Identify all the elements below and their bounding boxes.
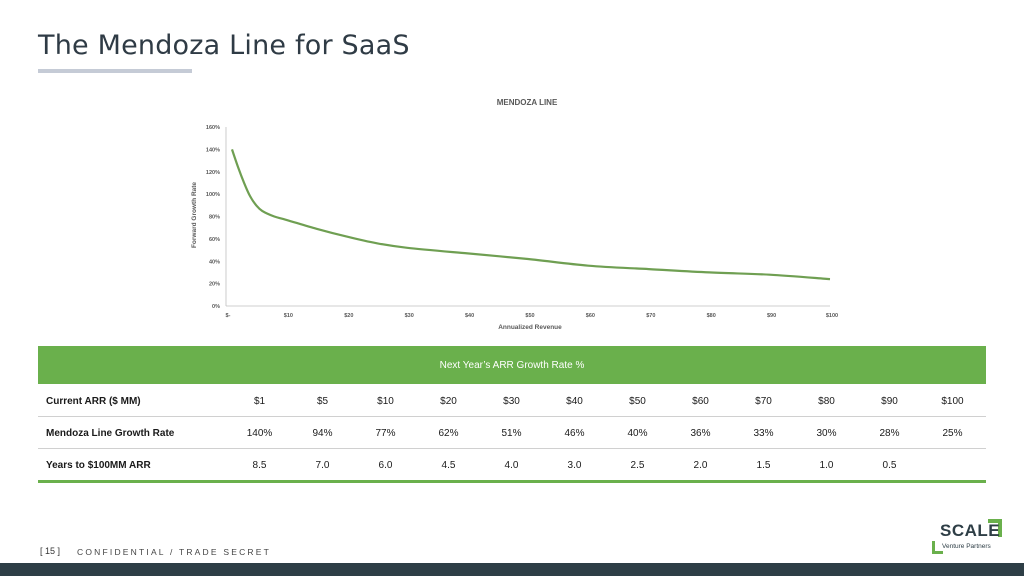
table-cell: $90: [881, 395, 898, 407]
table-cell: 4.0: [504, 459, 519, 471]
x-tick-label: $100: [826, 313, 838, 319]
table-cell: 1.5: [756, 459, 771, 471]
table-row-years-to-100mm: Years to $100MM ARR 8.5 7.0 6.0 4.5 4.0 …: [38, 450, 986, 483]
table-cell: 46%: [564, 427, 585, 439]
table-cell: $50: [629, 395, 646, 407]
x-tick-label: $40: [465, 313, 474, 319]
table-cell: 140%: [246, 427, 273, 439]
x-tick-label: $30: [405, 313, 414, 319]
x-axis-label: Annualized Revenue: [498, 324, 562, 331]
y-tick-label: 80%: [209, 215, 220, 221]
x-tick-label: $90: [767, 313, 776, 319]
bottom-bar: [0, 563, 1024, 576]
table-cell: 62%: [438, 427, 459, 439]
y-tick-labels: 0% 20% 40% 60% 80% 100% 120% 140% 160%: [206, 125, 220, 310]
table-cell: 94%: [312, 427, 333, 439]
table-cell: 33%: [753, 427, 774, 439]
table-cell: 28%: [879, 427, 900, 439]
logo-bracket-icon: [988, 519, 1002, 537]
table-cell: 7.0: [315, 459, 330, 471]
table-cell: 30%: [816, 427, 837, 439]
scale-logo: SCALE Venture Partners: [930, 519, 1020, 559]
x-tick-label: $50: [525, 313, 534, 319]
x-tick-label: $60: [586, 313, 595, 319]
table-header: Next Year’s ARR Growth Rate %: [38, 346, 986, 384]
y-axis-label: Forward Growth Rate: [191, 182, 198, 248]
table-cell: 2.0: [693, 459, 708, 471]
table-cell: 36%: [690, 427, 711, 439]
y-tick-label: 40%: [209, 259, 220, 265]
mendoza-line-chart: MENDOZA LINE Annualized Revenue Forward …: [191, 98, 839, 331]
table-row-growth-rate: Mendoza Line Growth Rate 140% 94% 77% 62…: [38, 418, 986, 449]
table-cell: $30: [503, 395, 520, 407]
y-tick-label: 140%: [206, 147, 220, 153]
table-cell: $60: [692, 395, 709, 407]
y-tick-label: 20%: [209, 282, 220, 288]
x-tick-label: $20: [344, 313, 353, 319]
logo-subtitle: Venture Partners: [942, 543, 991, 550]
x-tick-label: $-: [226, 313, 231, 319]
y-tick-label: 0%: [212, 304, 220, 310]
table-cell: 2.5: [630, 459, 645, 471]
x-tick-label: $70: [646, 313, 655, 319]
y-tick-label: 160%: [206, 125, 220, 131]
title-underline: [38, 69, 192, 73]
chart-title: MENDOZA LINE: [497, 98, 558, 107]
confidential-label: CONFIDENTIAL / TRADE SECRET: [77, 547, 272, 557]
row-label: Mendoza Line Growth Rate: [46, 427, 175, 439]
logo-wordmark: SCALE: [940, 521, 1001, 540]
table-cell: 1.0: [819, 459, 834, 471]
table-cell: $70: [755, 395, 772, 407]
table-row-current-arr: Current ARR ($ MM) $1 $5 $10 $20 $30 $40…: [38, 386, 986, 417]
table-cell: 0.5: [882, 459, 897, 471]
table-cell: 6.0: [378, 459, 393, 471]
row-label: Current ARR ($ MM): [46, 395, 141, 407]
table-cell: $100: [941, 395, 964, 407]
chart-svg: MENDOZA LINE Annualized Revenue Forward …: [191, 98, 839, 331]
row-label: Years to $100MM ARR: [46, 459, 151, 471]
y-tick-label: 120%: [206, 170, 220, 176]
table-cell: $10: [377, 395, 394, 407]
chart-axes: [225, 127, 830, 307]
table-cell: 40%: [627, 427, 648, 439]
table-cell: $40: [566, 395, 583, 407]
table-cell: $80: [818, 395, 835, 407]
chart-series: [230, 149, 831, 281]
logo-bracket-icon: [932, 541, 943, 554]
series-line: [230, 149, 831, 281]
table-cell: 4.5: [441, 459, 456, 471]
x-tick-labels: $- $10 $20 $30 $40 $50 $60 $70 $80 $90 $100: [226, 313, 839, 319]
table-cell: 77%: [375, 427, 396, 439]
page-number: [ 15 ]: [40, 546, 61, 556]
x-tick-label: $80: [707, 313, 716, 319]
table-cell: 8.5: [252, 459, 267, 471]
table-cell: 25%: [942, 427, 963, 439]
table-cell: $5: [316, 395, 329, 407]
table-cell: $20: [440, 395, 457, 407]
table-cell: 51%: [501, 427, 522, 439]
table-cell: $1: [253, 395, 266, 407]
y-tick-label: 60%: [209, 237, 220, 243]
y-tick-label: 100%: [206, 192, 220, 198]
table-cell: 3.0: [567, 459, 582, 471]
x-tick-label: $10: [284, 313, 293, 319]
slide-title: The Mendoza Line for SaaS: [38, 30, 410, 61]
